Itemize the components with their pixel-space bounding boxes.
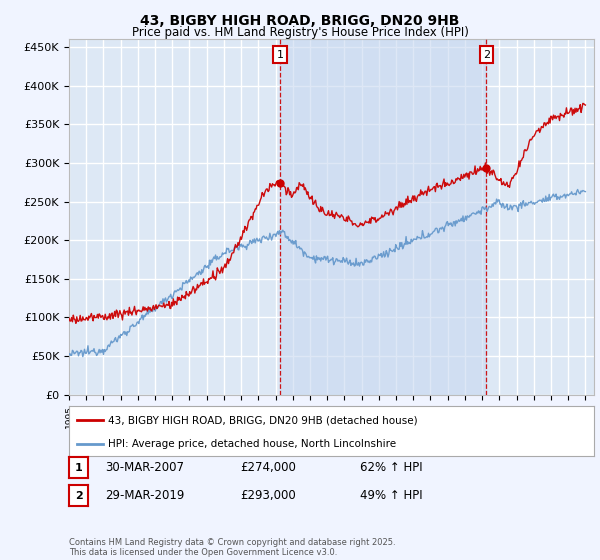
Text: Contains HM Land Registry data © Crown copyright and database right 2025.
This d: Contains HM Land Registry data © Crown c…: [69, 538, 395, 557]
Text: HPI: Average price, detached house, North Lincolnshire: HPI: Average price, detached house, Nort…: [109, 439, 397, 449]
Text: £274,000: £274,000: [240, 461, 296, 474]
Text: £293,000: £293,000: [240, 489, 296, 502]
Text: 30-MAR-2007: 30-MAR-2007: [105, 461, 184, 474]
Text: 49% ↑ HPI: 49% ↑ HPI: [360, 489, 422, 502]
Bar: [280, 39, 487, 395]
Text: Price paid vs. HM Land Registry's House Price Index (HPI): Price paid vs. HM Land Registry's House …: [131, 26, 469, 39]
Text: 1: 1: [75, 463, 82, 473]
Text: 29-MAR-2019: 29-MAR-2019: [105, 489, 184, 502]
Text: 2: 2: [75, 491, 82, 501]
Text: 43, BIGBY HIGH ROAD, BRIGG, DN20 9HB (detached house): 43, BIGBY HIGH ROAD, BRIGG, DN20 9HB (de…: [109, 415, 418, 425]
Text: 2: 2: [483, 50, 490, 60]
Text: 43, BIGBY HIGH ROAD, BRIGG, DN20 9HB: 43, BIGBY HIGH ROAD, BRIGG, DN20 9HB: [140, 14, 460, 28]
Text: 1: 1: [277, 50, 283, 60]
Text: 62% ↑ HPI: 62% ↑ HPI: [360, 461, 422, 474]
